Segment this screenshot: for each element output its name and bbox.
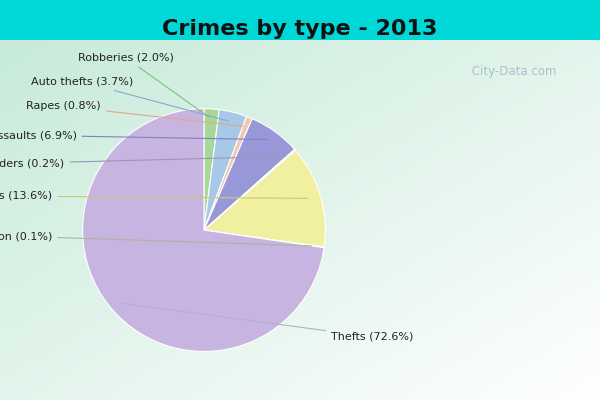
- Wedge shape: [204, 150, 325, 247]
- Text: Assaults (6.9%): Assaults (6.9%): [0, 130, 266, 140]
- Wedge shape: [204, 109, 219, 230]
- Text: City-Data.com: City-Data.com: [468, 66, 556, 78]
- Text: Burglaries (13.6%): Burglaries (13.6%): [0, 191, 308, 201]
- Text: Rapes (0.8%): Rapes (0.8%): [26, 101, 243, 126]
- Text: Robberies (2.0%): Robberies (2.0%): [78, 53, 209, 117]
- Wedge shape: [204, 110, 247, 230]
- Wedge shape: [83, 109, 324, 352]
- Wedge shape: [204, 230, 324, 248]
- Text: Auto thefts (3.7%): Auto thefts (3.7%): [31, 77, 228, 121]
- Text: Murders (0.2%): Murders (0.2%): [0, 156, 285, 168]
- Wedge shape: [204, 149, 296, 230]
- Wedge shape: [204, 116, 252, 230]
- Text: Arson (0.1%): Arson (0.1%): [0, 231, 312, 246]
- Text: Thefts (72.6%): Thefts (72.6%): [122, 304, 414, 342]
- Wedge shape: [204, 119, 295, 230]
- Text: Crimes by type - 2013: Crimes by type - 2013: [163, 19, 437, 39]
